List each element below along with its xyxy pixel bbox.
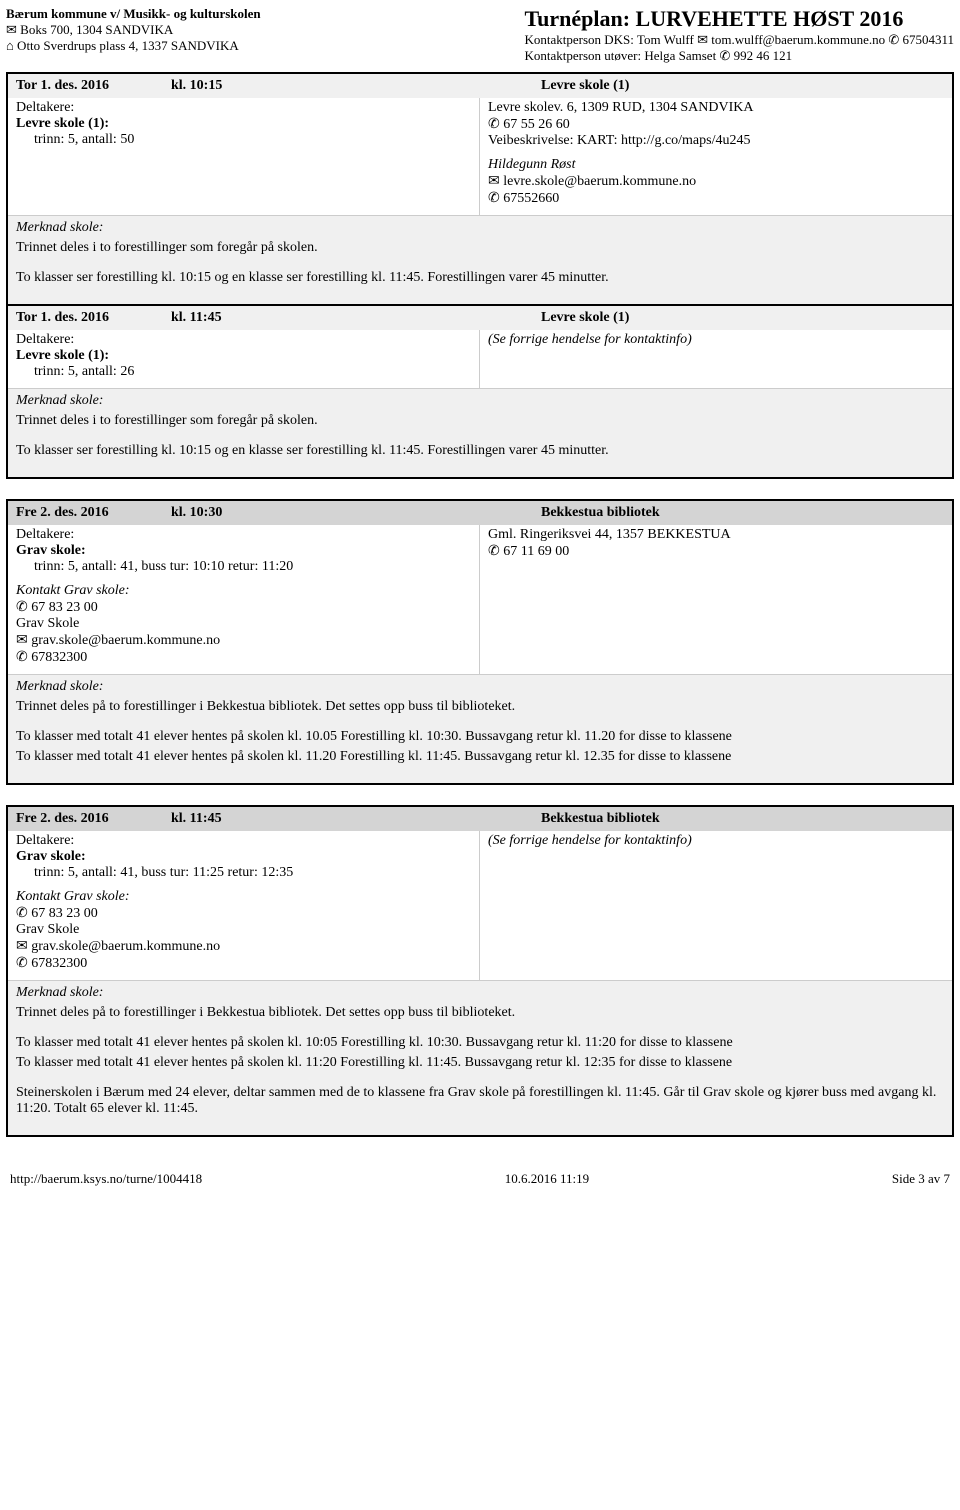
- participants-label: Deltakere:: [16, 833, 471, 849]
- note-line: Trinnet deles i to forestillinger som fo…: [16, 413, 944, 429]
- event-date: Tor 1. des. 2016: [16, 78, 171, 94]
- note-label: Merknad skole:: [16, 985, 944, 1001]
- header-right: Turnéplan: LURVEHETTE HØST 2016 Kontaktp…: [524, 6, 954, 64]
- event-body: Deltakere: Levre skole (1): trinn: 5, an…: [8, 330, 952, 388]
- event-right: Gml. Ringeriksvei 44, 1357 BEKKESTUA ✆ 6…: [480, 525, 952, 674]
- event-time: kl. 11:45: [171, 310, 541, 326]
- school-contact-label: Kontakt Grav skole:: [16, 583, 471, 599]
- participant-detail: trinn: 5, antall: 26: [16, 364, 471, 380]
- venue-phone: ✆ 67 55 26 60: [488, 116, 944, 133]
- school-contact-phone2: ✆ 67832300: [16, 649, 471, 666]
- note-label: Merknad skole:: [16, 393, 944, 409]
- participants-label: Deltakere:: [16, 100, 471, 116]
- school-contact-label: Kontakt Grav skole:: [16, 889, 471, 905]
- event-note: Merknad skole: Trinnet deles på to fores…: [8, 980, 952, 1135]
- participant-school: Levre skole (1):: [16, 116, 471, 132]
- school-contact-email: ✉ grav.skole@baerum.kommune.no: [16, 938, 471, 955]
- note-label: Merknad skole:: [16, 220, 944, 236]
- event-body: Deltakere: Grav skole: trinn: 5, antall:…: [8, 831, 952, 980]
- event-left: Deltakere: Levre skole (1): trinn: 5, an…: [8, 98, 480, 215]
- school-contact-name: Grav Skole: [16, 922, 471, 938]
- participant-school: Grav skole:: [16, 849, 471, 865]
- venue-contact-email: ✉ levre.skole@baerum.kommune.no: [488, 173, 944, 190]
- participant-detail: trinn: 5, antall: 41, buss tur: 11:25 re…: [16, 865, 471, 881]
- venue-address: Levre skolev. 6, 1309 RUD, 1304 SANDVIKA: [488, 100, 944, 116]
- footer-url: http://baerum.ksys.no/turne/1004418: [10, 1171, 202, 1187]
- event-date: Fre 2. des. 2016: [16, 811, 171, 827]
- page-header: Bærum kommune v/ Musikk- og kulturskolen…: [6, 6, 954, 64]
- note-line: To klasser med totalt 41 elever hentes p…: [16, 729, 944, 745]
- venue-phone: ✆ 67 11 69 00: [488, 543, 944, 560]
- note-line: To klasser ser forestilling kl. 10:15 og…: [16, 443, 944, 459]
- footer-timestamp: 10.6.2016 11:19: [505, 1171, 589, 1187]
- footer-page: Side 3 av 7: [892, 1171, 950, 1187]
- event-venue: Levre skole (1): [541, 310, 629, 326]
- participant-school: Grav skole:: [16, 543, 471, 559]
- event-right: (Se forrige hendelse for kontaktinfo): [480, 831, 952, 980]
- participant-detail: trinn: 5, antall: 50: [16, 132, 471, 148]
- event-header: Tor 1. des. 2016 kl. 11:45 Levre skole (…: [8, 306, 952, 330]
- event-note: Merknad skole: Trinnet deles på to fores…: [8, 674, 952, 783]
- school-contact-phone: ✆ 67 83 23 00: [16, 905, 471, 922]
- event-header: Tor 1. des. 2016 kl. 10:15 Levre skole (…: [8, 74, 952, 98]
- tour-title: Turnéplan: LURVEHETTE HØST 2016: [524, 6, 954, 32]
- org-addr2: ⌂ Otto Sverdrups plass 4, 1337 SANDVIKA: [6, 38, 261, 54]
- contact-performer: Kontaktperson utøver: Helga Samset ✆ 992…: [524, 48, 954, 64]
- school-contact-phone2: ✆ 67832300: [16, 955, 471, 972]
- event-left: Deltakere: Grav skole: trinn: 5, antall:…: [8, 831, 480, 980]
- venue-contact-name: Hildegunn Røst: [488, 157, 944, 173]
- participants-label: Deltakere:: [16, 332, 471, 348]
- event-right: (Se forrige hendelse for kontaktinfo): [480, 330, 952, 388]
- event-block-1: Tor 1. des. 2016 kl. 10:15 Levre skole (…: [6, 72, 954, 479]
- note-line: Trinnet deles i to forestillinger som fo…: [16, 240, 944, 256]
- note-line: To klasser med totalt 41 elever hentes p…: [16, 1055, 944, 1071]
- note-line: To klasser med totalt 41 elever hentes p…: [16, 1035, 944, 1051]
- school-contact-email: ✉ grav.skole@baerum.kommune.no: [16, 632, 471, 649]
- note-line: Trinnet deles på to forestillinger i Bek…: [16, 1005, 944, 1021]
- event-venue: Bekkestua bibliotek: [541, 811, 660, 827]
- see-previous: (Se forrige hendelse for kontaktinfo): [488, 332, 944, 348]
- note-line: Steinerskolen i Bærum med 24 elever, del…: [16, 1085, 944, 1117]
- participant-detail: trinn: 5, antall: 41, buss tur: 10:10 re…: [16, 559, 471, 575]
- event-venue: Bekkestua bibliotek: [541, 505, 660, 521]
- event-right: Levre skolev. 6, 1309 RUD, 1304 SANDVIKA…: [480, 98, 952, 215]
- see-previous: (Se forrige hendelse for kontaktinfo): [488, 833, 944, 849]
- school-contact-phone: ✆ 67 83 23 00: [16, 599, 471, 616]
- event-date: Tor 1. des. 2016: [16, 310, 171, 326]
- event-body: Deltakere: Levre skole (1): trinn: 5, an…: [8, 98, 952, 215]
- event-header: Fre 2. des. 2016 kl. 10:30 Bekkestua bib…: [8, 501, 952, 525]
- org-addr1: ✉ Boks 700, 1304 SANDVIKA: [6, 22, 261, 38]
- org-name: Bærum kommune v/ Musikk- og kulturskolen: [6, 6, 261, 22]
- participants-label: Deltakere:: [16, 527, 471, 543]
- event-header: Fre 2. des. 2016 kl. 11:45 Bekkestua bib…: [8, 807, 952, 831]
- page-footer: http://baerum.ksys.no/turne/1004418 10.6…: [6, 1171, 954, 1187]
- header-left: Bærum kommune v/ Musikk- og kulturskolen…: [6, 6, 261, 64]
- venue-address: Gml. Ringeriksvei 44, 1357 BEKKESTUA: [488, 527, 944, 543]
- event-left: Deltakere: Levre skole (1): trinn: 5, an…: [8, 330, 480, 388]
- event-note: Merknad skole: Trinnet deles i to forest…: [8, 215, 952, 304]
- event-time: kl. 11:45: [171, 811, 541, 827]
- sub-event: Tor 1. des. 2016 kl. 11:45 Levre skole (…: [8, 304, 952, 477]
- event-time: kl. 10:30: [171, 505, 541, 521]
- event-block-3: Fre 2. des. 2016 kl. 11:45 Bekkestua bib…: [6, 805, 954, 1137]
- contact-dks: Kontaktperson DKS: Tom Wulff ✉ tom.wulff…: [524, 32, 954, 48]
- event-body: Deltakere: Grav skole: trinn: 5, antall:…: [8, 525, 952, 674]
- event-date: Fre 2. des. 2016: [16, 505, 171, 521]
- note-label: Merknad skole:: [16, 679, 944, 695]
- event-note: Merknad skole: Trinnet deles i to forest…: [8, 388, 952, 477]
- participant-school: Levre skole (1):: [16, 348, 471, 364]
- school-contact-name: Grav Skole: [16, 616, 471, 632]
- event-block-2: Fre 2. des. 2016 kl. 10:30 Bekkestua bib…: [6, 499, 954, 785]
- note-line: Trinnet deles på to forestillinger i Bek…: [16, 699, 944, 715]
- venue-contact-phone: ✆ 67552660: [488, 190, 944, 207]
- venue-desc: Veibeskrivelse: KART: http://g.co/maps/4…: [488, 133, 944, 149]
- event-venue: Levre skole (1): [541, 78, 629, 94]
- event-left: Deltakere: Grav skole: trinn: 5, antall:…: [8, 525, 480, 674]
- note-line: To klasser med totalt 41 elever hentes p…: [16, 749, 944, 765]
- note-line: To klasser ser forestilling kl. 10:15 og…: [16, 270, 944, 286]
- event-time: kl. 10:15: [171, 78, 541, 94]
